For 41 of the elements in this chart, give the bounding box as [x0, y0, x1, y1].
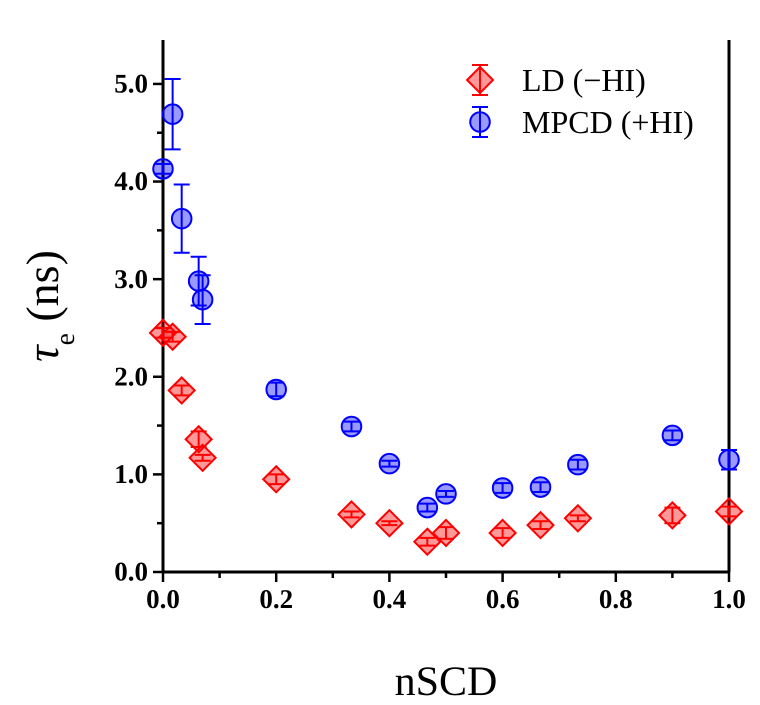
point: [337, 500, 366, 528]
point: [432, 518, 460, 547]
point: [413, 528, 442, 556]
point: [564, 504, 592, 532]
point: [168, 376, 196, 404]
y-tick-label: 1.0: [114, 459, 148, 490]
y-tick-label: 2.0: [114, 361, 148, 392]
point: [262, 465, 290, 494]
x-tick-label: 1.0: [712, 584, 746, 614]
point: [375, 509, 404, 538]
x-tick-label: 0.8: [598, 584, 633, 614]
y-tick-label: 4.0: [114, 166, 148, 196]
point: [192, 288, 214, 310]
point: [158, 322, 187, 351]
point: [378, 452, 400, 474]
point: [526, 511, 555, 540]
point: [492, 477, 514, 499]
y-tick-label: 0.0: [114, 556, 148, 587]
point: [488, 518, 517, 547]
x-tick-label: 0.2: [259, 584, 294, 614]
point: [170, 208, 192, 230]
point: [435, 483, 457, 505]
legend-label: MPCD (+HI): [522, 104, 694, 140]
x-axis-title: nSCD: [394, 659, 498, 705]
legend-label: LD (−HI): [522, 62, 646, 98]
point: [188, 444, 217, 472]
x-tick-label: 0.4: [372, 584, 406, 614]
x-tick-label: 0.6: [486, 584, 520, 614]
point: [662, 424, 684, 446]
point: [567, 454, 589, 476]
point: [658, 501, 686, 530]
y-tick-label: 5.0: [114, 68, 148, 99]
y-tick-label: 3.0: [114, 264, 148, 294]
x-tick-label: 0.0: [146, 584, 180, 614]
point: [715, 497, 743, 526]
point: [152, 158, 174, 180]
point: [530, 476, 552, 498]
point: [188, 270, 210, 292]
point: [340, 416, 362, 438]
point: [416, 496, 438, 518]
point: [162, 103, 184, 125]
